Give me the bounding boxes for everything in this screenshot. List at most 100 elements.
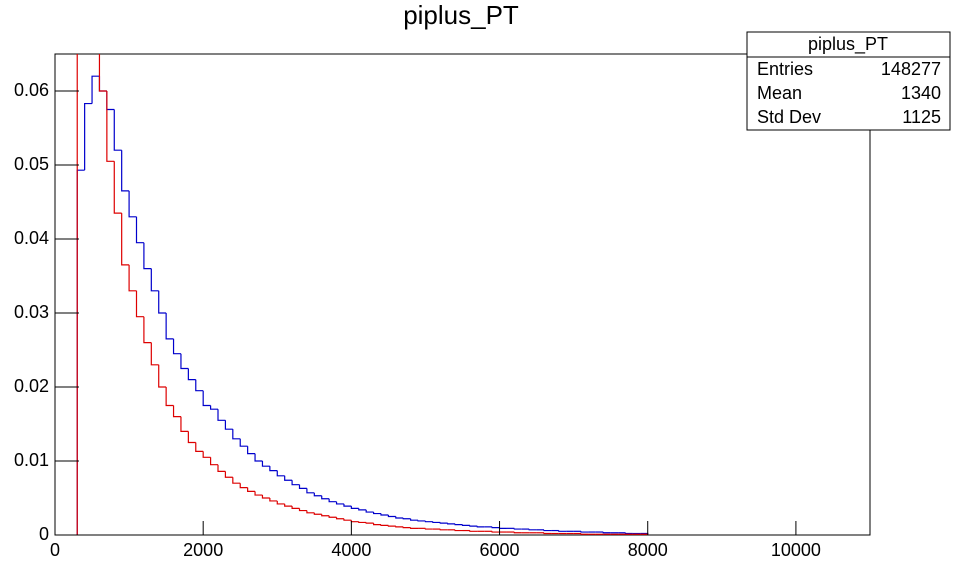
histogram-bin	[113, 161, 122, 214]
histogram-bin	[269, 498, 278, 502]
histogram-bin	[165, 313, 174, 340]
histogram-bin	[580, 533, 589, 535]
histogram-bin	[335, 517, 344, 520]
histogram-bin	[321, 514, 330, 517]
stats-value: 1340	[901, 83, 941, 103]
histogram-bin	[209, 457, 218, 466]
histogram-bin	[202, 390, 211, 407]
histogram-bin	[84, 102, 93, 171]
histogram-bin	[195, 442, 204, 452]
histogram-bin	[513, 532, 522, 534]
histogram-bin	[76, 54, 78, 535]
histogram-bin	[313, 512, 322, 515]
y-tick-label: 0.03	[14, 302, 49, 322]
histogram-bin	[298, 484, 307, 489]
histogram-bin	[135, 216, 144, 244]
histogram-bin	[269, 466, 278, 472]
histogram-bin	[365, 509, 374, 513]
histogram-bin	[128, 264, 137, 292]
histogram-bin	[365, 522, 374, 524]
histogram-bin	[580, 531, 589, 533]
histogram-bin	[284, 503, 293, 507]
histogram-bin	[217, 409, 226, 421]
histogram-bin	[321, 495, 330, 500]
histogram-bin	[91, 75, 100, 104]
histogram-bin	[254, 491, 263, 496]
histogram-bin	[328, 498, 337, 503]
histogram-bin	[380, 524, 389, 526]
histogram-bin	[469, 530, 478, 532]
histogram-bin	[624, 532, 633, 535]
histogram-bin	[135, 290, 144, 318]
histogram-bin	[343, 503, 352, 507]
histogram-bin	[158, 364, 167, 388]
histogram-bin	[224, 420, 233, 430]
histogram-bin	[439, 522, 448, 524]
histogram-bin	[121, 213, 130, 266]
histogram-bin	[306, 510, 315, 514]
histogram-bin	[217, 464, 226, 472]
histogram-bin	[402, 517, 411, 520]
y-tick-label: 0.01	[14, 450, 49, 470]
histogram-bin	[454, 529, 463, 532]
histogram-bin	[165, 387, 174, 407]
histogram-bin	[239, 483, 248, 489]
plot-area	[76, 54, 649, 535]
histogram-bin	[313, 492, 322, 497]
histogram-bin	[284, 475, 293, 481]
histogram-bin	[202, 451, 211, 458]
histogram-bin	[528, 529, 537, 531]
histogram-bin	[247, 487, 256, 492]
histogram-bin	[513, 528, 522, 530]
histogram-bin	[113, 109, 122, 151]
histogram-bin	[424, 520, 433, 523]
stats-label: Mean	[757, 83, 802, 103]
histogram-bin	[187, 368, 196, 381]
histogram-bin	[158, 290, 167, 314]
stats-value: 1125	[902, 107, 941, 127]
histogram-bin	[239, 438, 248, 447]
x-tick-label: 6000	[480, 540, 520, 560]
y-tick-label: 0.06	[14, 80, 49, 100]
y-tick-label: 0.02	[14, 376, 49, 396]
histogram-bin	[410, 518, 419, 521]
frame	[54, 53, 871, 536]
x-tick-label: 4000	[331, 540, 371, 560]
histogram-bin	[209, 405, 218, 410]
histogram-bin	[261, 495, 270, 499]
histogram-bin	[432, 521, 441, 524]
histogram-bin	[180, 353, 189, 370]
y-tick-label: 0	[39, 524, 49, 544]
histogram-bin	[447, 523, 456, 525]
histogram-bin	[128, 190, 137, 218]
histogram-bin	[417, 520, 426, 522]
y-tick-label: 0.05	[14, 154, 49, 174]
histogram-bin	[476, 526, 485, 528]
histogram-bin	[372, 512, 381, 515]
histogram-bin	[439, 529, 448, 531]
x-tick-label: 10000	[771, 540, 821, 560]
histogram-bin	[602, 532, 611, 534]
histogram-bin	[387, 515, 396, 518]
histogram-bin	[387, 525, 396, 527]
histogram-bin	[172, 338, 181, 355]
histogram-bin	[150, 342, 159, 366]
histogram-bin	[232, 429, 241, 440]
y-tick-label: 0.04	[14, 228, 49, 248]
histogram-bin	[343, 518, 352, 521]
histogram-bin	[410, 527, 419, 529]
histogram-bin	[335, 501, 344, 505]
histogram-bin	[395, 516, 404, 519]
stats-title: piplus_PT	[808, 34, 888, 55]
stats-label: Entries	[757, 59, 813, 79]
histogram-bin	[328, 515, 337, 518]
histogram-bin	[395, 526, 404, 528]
histogram-bin	[291, 506, 300, 509]
histogram-bin	[491, 526, 500, 529]
histogram-bin	[232, 477, 241, 484]
stats-value: 148277	[881, 59, 941, 79]
histogram-bin	[402, 526, 411, 529]
histogram-bin	[298, 508, 307, 512]
histogram-bin	[291, 480, 300, 486]
